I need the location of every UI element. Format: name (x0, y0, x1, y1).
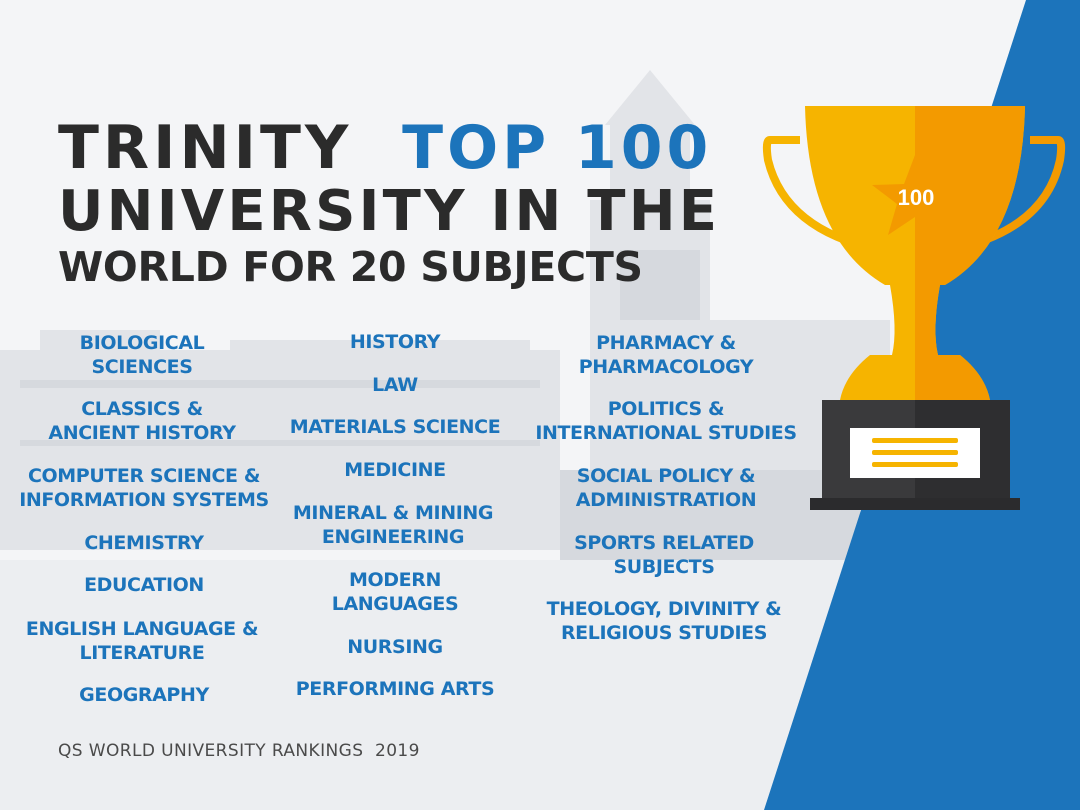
subject-item: ENGLISH LANGUAGE & LITERATURE (25, 618, 259, 664)
subject-item: MEDICINE (344, 459, 446, 481)
subject-item: COMPUTER SCIENCE & INFORMATION SYSTEMS (19, 465, 269, 511)
subject-item: CLASSICS & ANCIENT HISTORY (48, 398, 236, 444)
subject-item: SPORTS RELATED SUBJECTS (574, 532, 754, 578)
subject-item: GEOGRAPHY (79, 684, 209, 706)
subject-item: POLITICS & INTERNATIONAL STUDIES (535, 398, 797, 444)
subject-item: NURSING (347, 636, 443, 658)
subject-item: SOCIAL POLICY & ADMINISTRATION (575, 465, 757, 511)
subject-item: PHARMACY & PHARMACOLOGY (578, 332, 754, 378)
star-icon (872, 155, 958, 235)
subject-item: MINERAL & MINING ENGINEERING (292, 502, 494, 548)
subject-item: LAW (372, 374, 418, 396)
subject-item: MODERN LANGUAGES (331, 569, 459, 615)
trophy-icon: 100 (762, 106, 1066, 510)
subject-item: EDUCATION (84, 574, 204, 596)
subject-item: THEOLOGY, DIVINITY & RELIGIOUS STUDIES (546, 598, 782, 644)
title-line-2: UNIVERSITY IN THE (58, 179, 721, 244)
subject-item: PERFORMING ARTS (295, 678, 495, 700)
title-top-100: TOP 100 (402, 113, 713, 183)
subject-item: MATERIALS SCIENCE (289, 416, 501, 438)
subject-item: HISTORY (349, 331, 441, 353)
title-trinity: TRINITY (58, 113, 353, 183)
subject-item: BIOLOGICAL SCIENCES (79, 332, 205, 378)
rankings-source-footer: QS WORLD UNIVERSITY RANKINGS 2019 (58, 741, 420, 761)
title-line-3: WORLD FOR 20 SUBJECTS (58, 243, 643, 291)
title-line-1: TRINITY TOP 100 (58, 118, 712, 178)
trophy-badge-text: 100 (898, 185, 935, 210)
subject-item: CHEMISTRY (84, 532, 204, 554)
